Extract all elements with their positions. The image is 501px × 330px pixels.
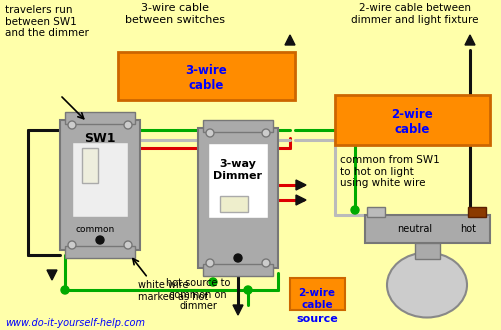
Bar bbox=[290, 278, 344, 310]
Text: 2-wire cable between
dimmer and light fixture: 2-wire cable between dimmer and light fi… bbox=[351, 3, 478, 25]
Polygon shape bbox=[285, 35, 295, 45]
Text: 3-wire
cable: 3-wire cable bbox=[185, 64, 226, 92]
Circle shape bbox=[124, 121, 132, 129]
Bar bbox=[118, 52, 295, 100]
Text: hot source to
common on
dimmer: hot source to common on dimmer bbox=[165, 278, 230, 311]
Bar bbox=[60, 120, 140, 250]
Bar bbox=[364, 215, 489, 243]
Bar bbox=[65, 246, 135, 258]
Polygon shape bbox=[296, 195, 306, 205]
Circle shape bbox=[68, 241, 76, 249]
Text: travelers run
between SW1
and the dimmer: travelers run between SW1 and the dimmer bbox=[5, 5, 89, 38]
Text: neutral: neutral bbox=[397, 224, 432, 234]
Circle shape bbox=[262, 129, 270, 137]
Text: 3-way
Dimmer: 3-way Dimmer bbox=[213, 159, 262, 181]
Circle shape bbox=[68, 121, 76, 129]
Bar bbox=[202, 264, 273, 276]
Bar bbox=[65, 112, 135, 124]
Text: 2-wire
cable: 2-wire cable bbox=[390, 108, 432, 136]
Ellipse shape bbox=[386, 252, 466, 317]
Text: www.do-it-yourself-help.com: www.do-it-yourself-help.com bbox=[5, 318, 145, 328]
Circle shape bbox=[205, 259, 213, 267]
Circle shape bbox=[124, 241, 132, 249]
Text: source: source bbox=[296, 314, 337, 324]
Bar bbox=[414, 243, 439, 259]
Polygon shape bbox=[47, 270, 57, 280]
Circle shape bbox=[61, 286, 69, 294]
Polygon shape bbox=[296, 180, 306, 190]
Text: hot: hot bbox=[459, 224, 475, 234]
Bar bbox=[197, 128, 278, 268]
Circle shape bbox=[233, 254, 241, 262]
Text: 2-wire
cable: 2-wire cable bbox=[298, 288, 335, 310]
Bar bbox=[202, 120, 273, 132]
Bar bbox=[207, 143, 268, 218]
Text: white wire
marked as hot: white wire marked as hot bbox=[138, 280, 208, 302]
Bar bbox=[82, 148, 98, 183]
Circle shape bbox=[96, 236, 104, 244]
Circle shape bbox=[205, 129, 213, 137]
Bar bbox=[72, 142, 128, 217]
Circle shape bbox=[350, 206, 358, 214]
Circle shape bbox=[243, 286, 252, 294]
Bar bbox=[334, 95, 489, 145]
Text: common: common bbox=[75, 225, 114, 235]
Text: common from SW1
to hot on light
using white wire: common from SW1 to hot on light using wh… bbox=[339, 155, 439, 188]
Polygon shape bbox=[464, 35, 474, 45]
Bar bbox=[366, 207, 384, 217]
Polygon shape bbox=[232, 305, 242, 315]
Circle shape bbox=[262, 259, 270, 267]
Bar bbox=[219, 196, 247, 212]
Text: 3-wire cable
between switches: 3-wire cable between switches bbox=[125, 3, 224, 25]
Circle shape bbox=[208, 278, 216, 286]
Text: SW1: SW1 bbox=[84, 131, 116, 145]
Bar bbox=[467, 207, 485, 217]
